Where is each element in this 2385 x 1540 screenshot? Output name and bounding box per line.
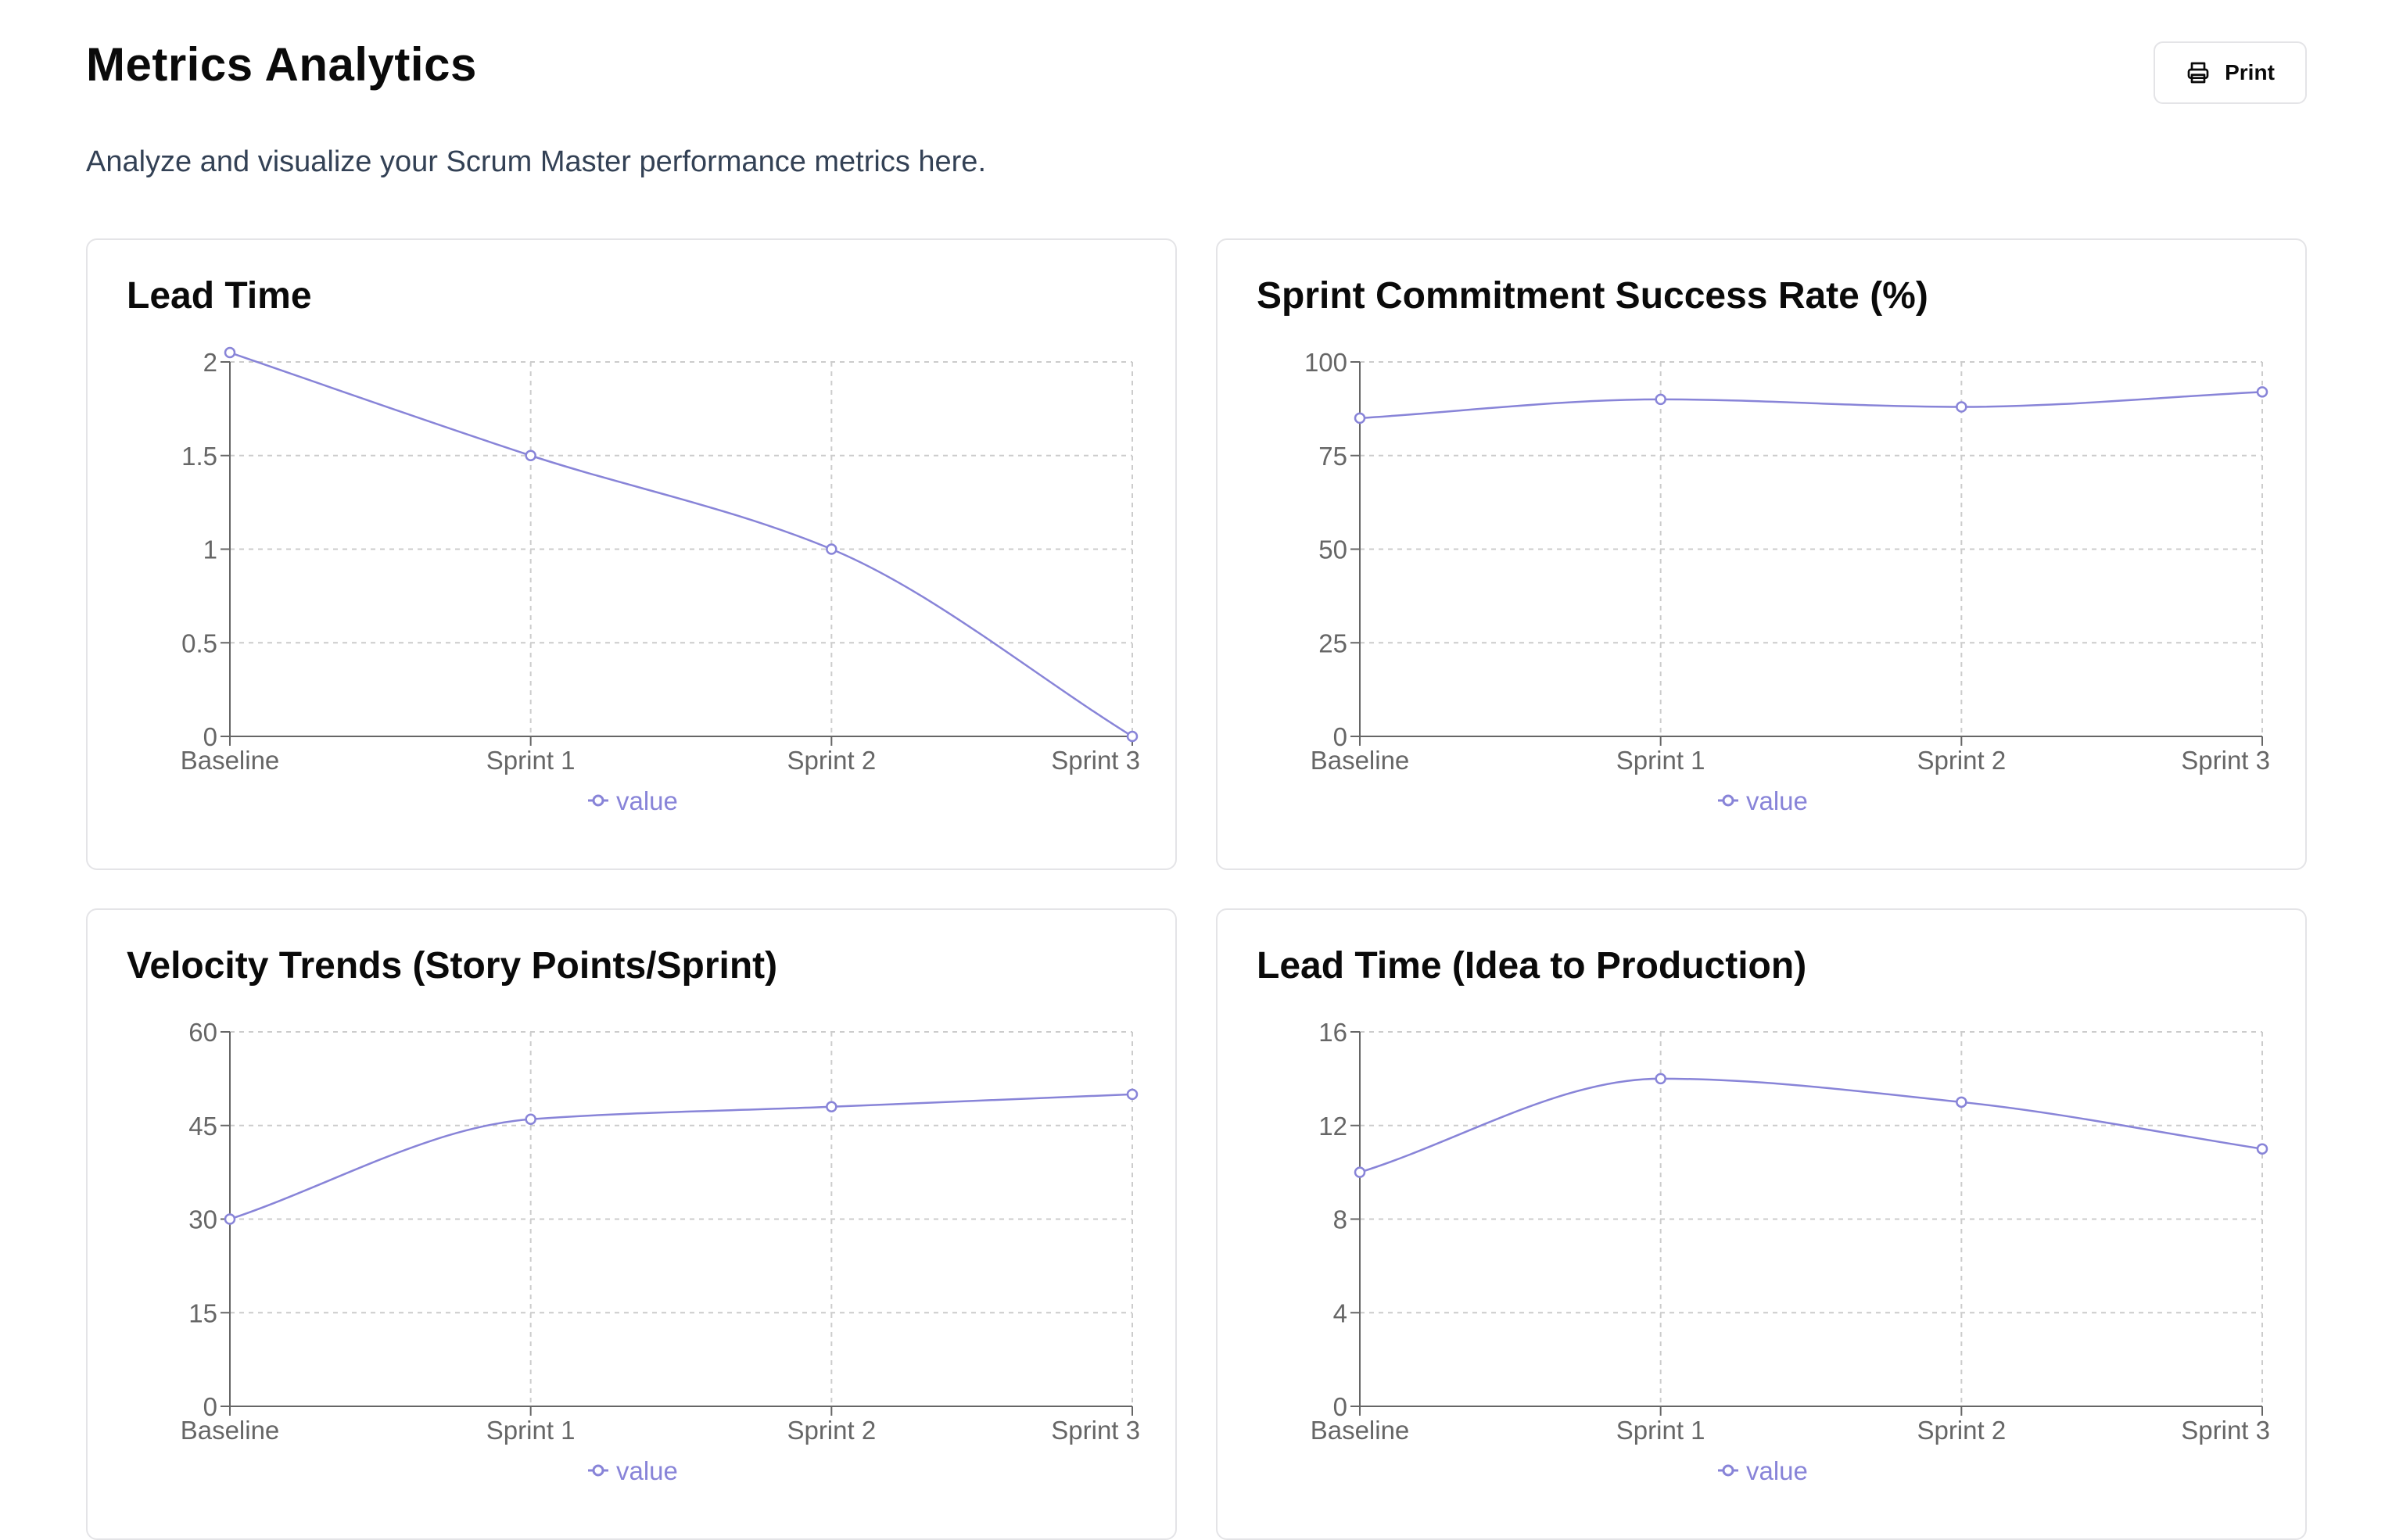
chart-card-lead-time-idea-to-production: Lead Time (Idea to Production) 0 4 8 12 16 Ba… <box>1216 908 2307 1540</box>
x-tick-label: Baseline <box>181 746 280 775</box>
data-point <box>1126 1088 1139 1101</box>
printer-icon <box>2186 60 2211 85</box>
legend-marker-icon <box>1722 1464 1734 1477</box>
data-point <box>826 1101 837 1113</box>
data-point <box>1655 393 1666 406</box>
y-tick-label: 12 <box>1318 1112 1347 1141</box>
x-tick-label: Sprint 3 <box>2181 1416 2270 1445</box>
chart-sprint-commitment: 0 25 50 75 100 Baseline Sprint 1 Sprint 2 Sprint… <box>1304 348 2270 815</box>
y-tick-label: 2 <box>203 348 217 377</box>
y-tick-label: 8 <box>1333 1205 1347 1234</box>
y-tick-label: 60 <box>188 1018 217 1047</box>
chart-grid <box>1359 1031 2263 1407</box>
data-point <box>1126 730 1139 743</box>
chart-grid <box>1359 361 2263 737</box>
data-point <box>826 543 837 555</box>
data-point <box>224 346 236 359</box>
y-tick-label: 45 <box>188 1112 217 1141</box>
x-tick-label: Sprint 2 <box>787 746 876 775</box>
chart-title: Lead Time (Idea to Production) <box>1257 945 1807 987</box>
series-line <box>229 351 1133 738</box>
y-tick-label: 0 <box>1333 722 1347 751</box>
y-tick-label: 1 <box>203 535 217 564</box>
chart-title: Velocity Trends (Story Points/Sprint) <box>127 945 778 987</box>
y-tick-label: 0 <box>1333 1392 1347 1421</box>
chart-legend: value <box>588 786 678 815</box>
series-line <box>1359 391 2263 420</box>
chart-legend: value <box>1718 786 1808 815</box>
data-point <box>1655 1073 1666 1085</box>
print-button[interactable]: Print <box>2154 41 2307 104</box>
x-tick-label: Sprint 3 <box>1051 1416 1140 1445</box>
legend-marker-icon <box>592 794 604 807</box>
y-tick-label: 75 <box>1318 442 1347 471</box>
legend-label: value <box>1746 1456 1808 1485</box>
x-tick-label: Baseline <box>1311 746 1410 775</box>
data-point <box>525 449 536 461</box>
print-label: Print <box>2225 60 2275 84</box>
x-tick-label: Sprint 2 <box>1917 746 2006 775</box>
data-point <box>2256 1143 2268 1155</box>
chart-title: Sprint Commitment Success Rate (%) <box>1257 275 1928 317</box>
x-tick-label: Sprint 3 <box>1051 746 1140 775</box>
data-point <box>1956 401 1967 413</box>
chart-lead-time: 0 0.5 1 1.5 2 Baseline Sprint 1 Sprint 2 Sprint … <box>181 346 1140 815</box>
data-point <box>224 1213 236 1225</box>
x-tick-label: Sprint 1 <box>486 746 576 775</box>
data-point <box>1956 1096 1967 1108</box>
series-line <box>229 1093 1133 1220</box>
legend-label: value <box>1746 786 1808 815</box>
chart-legend: value <box>588 1456 678 1485</box>
chart-grid <box>229 1031 1133 1407</box>
y-tick-label: 0 <box>203 1392 217 1421</box>
data-point <box>1354 1166 1366 1178</box>
series-line <box>1359 1077 2263 1173</box>
x-tick-label: Baseline <box>1311 1416 1410 1445</box>
legend-marker-icon <box>1722 794 1734 807</box>
x-tick-label: Sprint 3 <box>2181 746 2270 775</box>
chart-card-sprint-commitment: Sprint Commitment Success Rate (%) 0 25 50… <box>1216 238 2307 870</box>
y-tick-label: 30 <box>188 1205 217 1234</box>
page-subtitle: Analyze and visualize your Scrum Master … <box>86 145 987 178</box>
data-point <box>525 1113 536 1126</box>
chart-grid <box>229 361 1133 737</box>
chart-velocity-trends: 0 15 30 45 60 Baseline Sprint 1 Sprint 2 Sprint … <box>181 1018 1140 1485</box>
x-tick-label: Sprint 1 <box>486 1416 576 1445</box>
x-tick-label: Sprint 2 <box>787 1416 876 1445</box>
x-tick-label: Sprint 1 <box>1616 1416 1705 1445</box>
y-tick-label: 4 <box>1333 1298 1347 1327</box>
legend-label: value <box>616 1456 678 1485</box>
legend-label: value <box>616 786 678 815</box>
y-tick-label: 50 <box>1318 535 1347 564</box>
chart-card-velocity-trends: Velocity Trends (Story Points/Sprint) 0 1… <box>86 908 1177 1540</box>
data-point <box>2256 386 2268 398</box>
y-tick-label: 1.5 <box>181 442 217 471</box>
data-point <box>1354 412 1366 424</box>
y-tick-label: 15 <box>188 1298 217 1327</box>
y-tick-label: 0 <box>203 722 217 751</box>
x-tick-label: Sprint 2 <box>1917 1416 2006 1445</box>
chart-legend: value <box>1718 1456 1808 1485</box>
y-tick-label: 100 <box>1304 348 1347 377</box>
chart-title: Lead Time <box>127 275 312 317</box>
y-tick-label: 25 <box>1318 629 1347 657</box>
y-tick-label: 16 <box>1318 1018 1347 1047</box>
chart-card-lead-time: Lead Time 0 0.5 1 1.5 2 Baseline Sprint 1 Sprin… <box>86 238 1177 870</box>
legend-marker-icon <box>592 1464 604 1477</box>
page-title: Metrics Analytics <box>86 38 477 91</box>
x-tick-label: Sprint 1 <box>1616 746 1705 775</box>
y-tick-label: 0.5 <box>181 629 217 657</box>
chart-lead-time-idea-to-production: 0 4 8 12 16 Baseline Sprint 1 Sprint 2 Sprint 3 v… <box>1311 1018 2270 1485</box>
x-tick-label: Baseline <box>181 1416 280 1445</box>
